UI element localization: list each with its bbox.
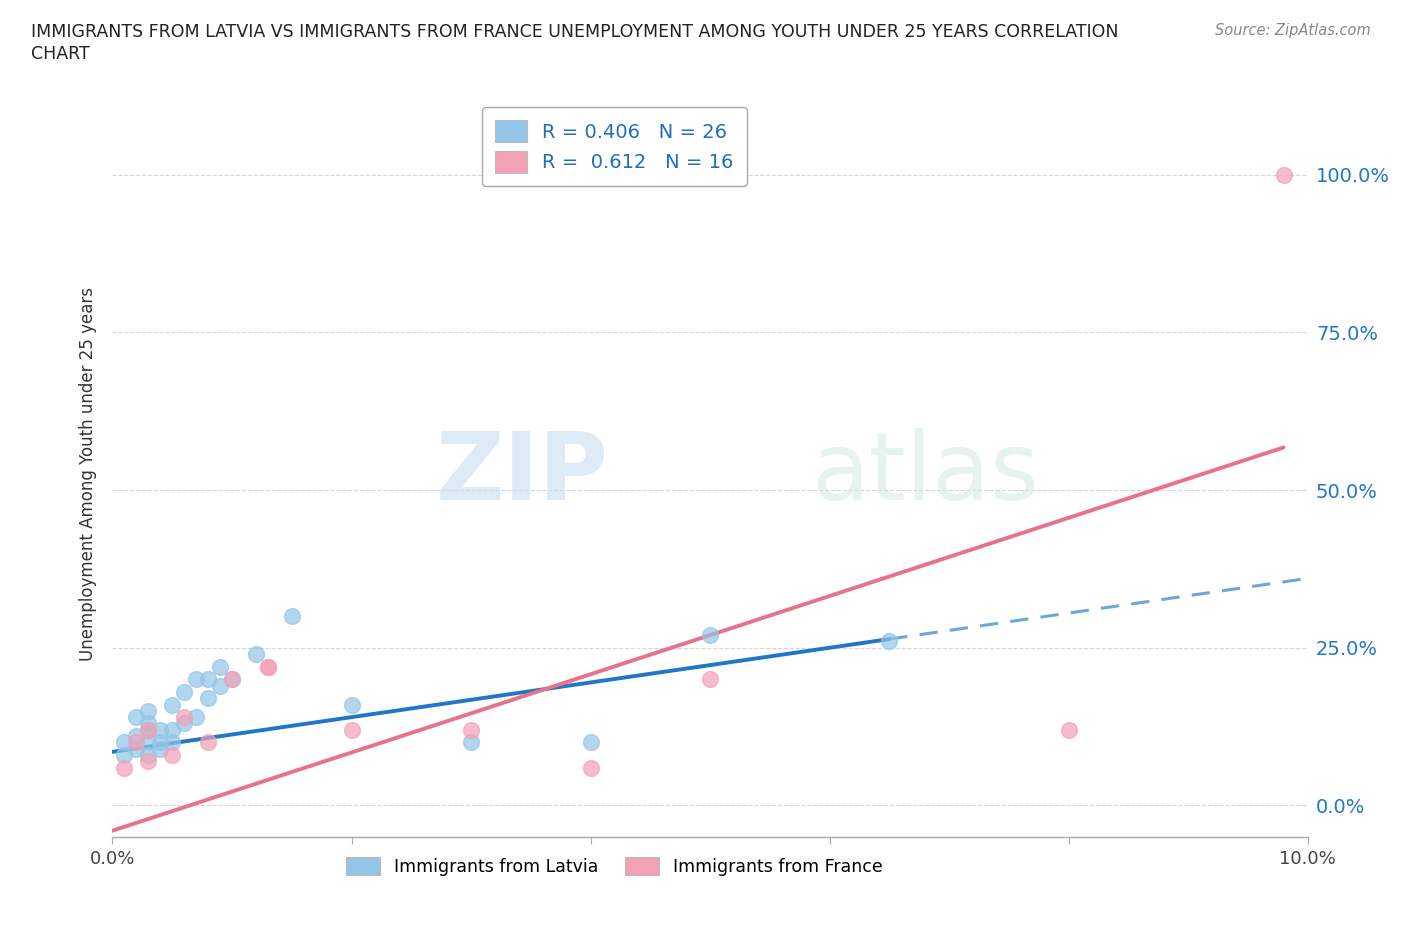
- Point: [149, 735, 172, 750]
- Point: [162, 735, 183, 750]
- Point: [197, 735, 219, 750]
- Point: [114, 760, 135, 775]
- Point: [197, 691, 219, 706]
- Point: [173, 684, 195, 699]
- Point: [460, 735, 482, 750]
- Point: [1057, 723, 1080, 737]
- Point: [125, 728, 148, 743]
- Point: [340, 698, 363, 712]
- Point: [257, 659, 280, 674]
- Point: [579, 760, 602, 775]
- Point: [162, 698, 183, 712]
- Point: [125, 741, 148, 756]
- Point: [138, 754, 160, 769]
- Point: [209, 659, 232, 674]
- Point: [209, 678, 232, 693]
- Point: [114, 748, 135, 763]
- Point: [245, 646, 267, 661]
- Point: [125, 735, 148, 750]
- Point: [162, 748, 183, 763]
- Text: ZIP: ZIP: [436, 429, 609, 520]
- Point: [149, 741, 172, 756]
- Point: [221, 671, 243, 686]
- Point: [162, 723, 183, 737]
- Point: [257, 659, 280, 674]
- Point: [197, 671, 219, 686]
- Point: [186, 710, 208, 724]
- Point: [1272, 167, 1295, 182]
- Point: [138, 723, 160, 737]
- Point: [699, 628, 721, 643]
- Point: [138, 735, 160, 750]
- Point: [125, 710, 148, 724]
- Point: [173, 716, 195, 731]
- Point: [138, 716, 160, 731]
- Point: [579, 735, 602, 750]
- Point: [149, 723, 172, 737]
- Point: [281, 609, 304, 624]
- Text: CHART: CHART: [31, 45, 90, 62]
- Point: [138, 723, 160, 737]
- Text: Source: ZipAtlas.com: Source: ZipAtlas.com: [1215, 23, 1371, 38]
- Text: atlas: atlas: [811, 429, 1040, 520]
- Text: IMMIGRANTS FROM LATVIA VS IMMIGRANTS FROM FRANCE UNEMPLOYMENT AMONG YOUTH UNDER : IMMIGRANTS FROM LATVIA VS IMMIGRANTS FRO…: [31, 23, 1118, 41]
- Point: [114, 735, 135, 750]
- Legend: Immigrants from Latvia, Immigrants from France: Immigrants from Latvia, Immigrants from …: [339, 850, 890, 883]
- Point: [221, 671, 243, 686]
- Point: [173, 710, 195, 724]
- Point: [879, 634, 901, 649]
- Point: [186, 671, 208, 686]
- Point: [340, 723, 363, 737]
- Point: [699, 671, 721, 686]
- Y-axis label: Unemployment Among Youth under 25 years: Unemployment Among Youth under 25 years: [79, 287, 97, 661]
- Point: [138, 703, 160, 718]
- Point: [138, 748, 160, 763]
- Point: [460, 723, 482, 737]
